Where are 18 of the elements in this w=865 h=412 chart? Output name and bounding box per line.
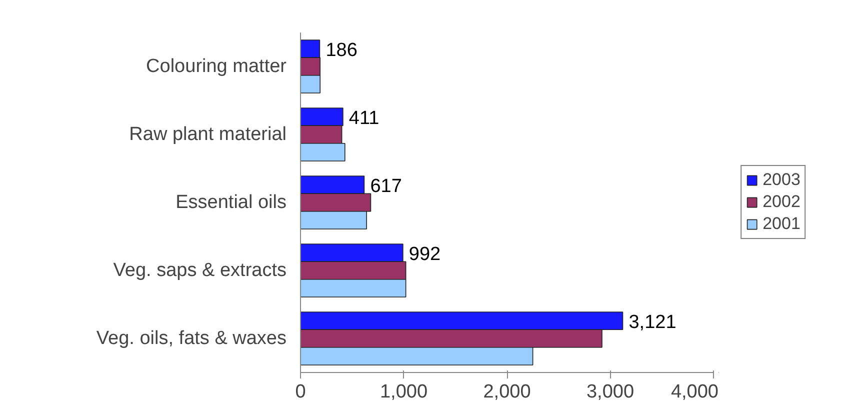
y-tick-label: Raw plant material [129,124,286,145]
legend-label: 2003 [762,170,800,190]
data-label: 992 [408,244,441,265]
x-tick-label: 3,000 [586,382,634,402]
y-tick-label: Colouring matter [146,56,288,77]
data-label: 186 [326,40,358,61]
x-tick-label: 2,000 [483,382,531,402]
y-tick-label: Veg. oils, fats & waxes [96,328,286,349]
legend-label: 2001 [762,214,800,234]
legend-label: 2002 [762,192,800,212]
y-tick-label: Essential oils [176,192,287,213]
x-tick-label: 1,000 [380,382,428,402]
x-tick-label: 0 [295,382,306,402]
y-tick-label: Veg. saps & extracts [113,260,287,281]
data-label: 411 [348,108,380,129]
x-tick-label: 4,000 [670,382,718,402]
data-label: 3,121 [628,312,676,333]
data-label: 617 [370,176,402,197]
